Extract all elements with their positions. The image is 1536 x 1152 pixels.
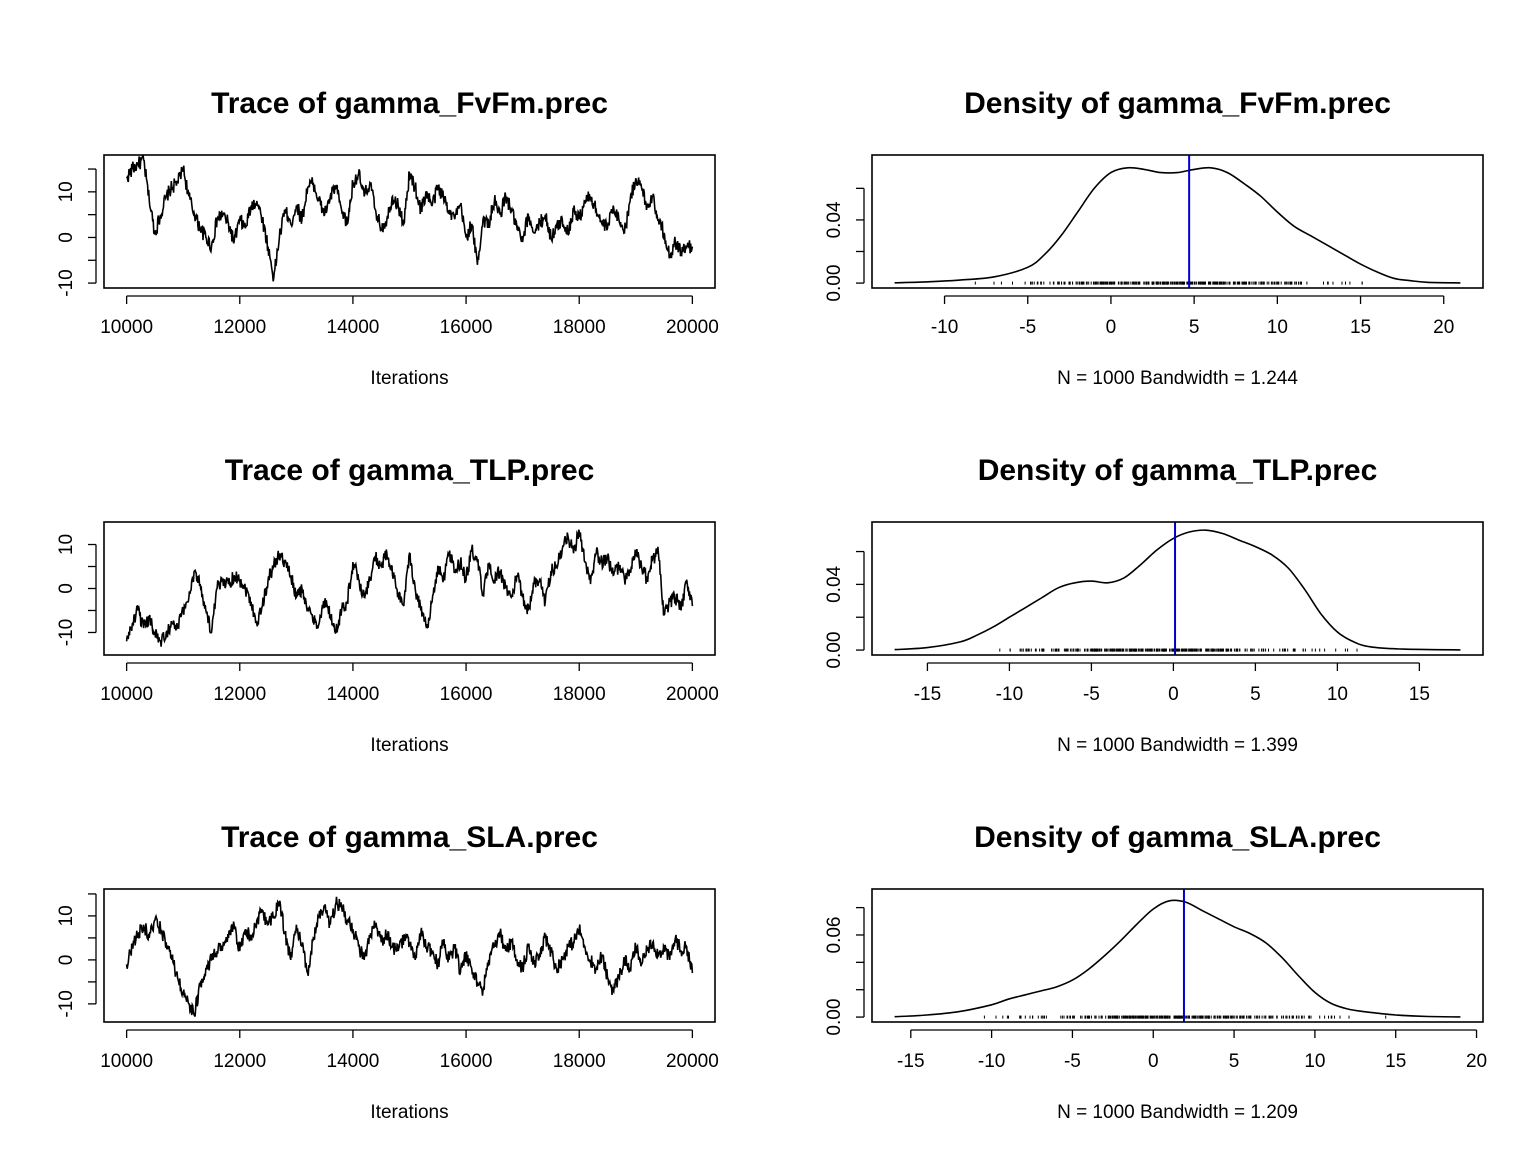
x-tick-label: -10 [996,684,1023,705]
x-tick-label: 10000 [100,317,153,338]
plot-area [127,897,693,1017]
y-tick-label: 0.00 [824,265,845,302]
x-tick-label: -5 [1064,1051,1081,1072]
x-tick-label: -15 [897,1051,924,1072]
density-curve [895,900,1461,1017]
x-tick-label: -5 [1083,684,1100,705]
y-tick-label: 0.04 [824,201,845,238]
x-tick-label: 0 [1106,317,1117,338]
x-tick-label: 20 [1433,317,1454,338]
x-tick-label: 15 [1350,317,1371,338]
rug [984,1016,1385,1019]
x-tick-label: 10 [1304,1051,1325,1072]
x-tick-label: 5 [1189,317,1200,338]
panel-title: Trace of gamma_SLA.prec [221,821,598,854]
density-curve [895,168,1461,283]
plot-area [895,889,1461,1022]
x-tick-label: 18000 [553,1051,606,1072]
x-tick-label: 10000 [100,1051,153,1072]
x-tick-label: 0 [1168,684,1179,705]
panel-title: Density of gamma_FvFm.prec [964,87,1391,120]
x-axis-label: N = 1000 Bandwidth = 1.244 [1057,368,1298,389]
y-tick-label: -10 [56,619,77,646]
x-tick-label: 10 [1327,684,1348,705]
plot-area [895,522,1461,655]
x-tick-label: 5 [1250,684,1261,705]
y-tick-label: 0 [56,583,77,594]
x-tick-label: 12000 [213,1051,266,1072]
plot-area [127,530,693,647]
x-tick-label: 18000 [553,684,606,705]
x-axis-label: N = 1000 Bandwidth = 1.399 [1057,735,1298,756]
panel-4: Density of gamma_TLP.prec -15 -10 -5 0 5 10 15 0… [824,454,1483,756]
y-tick-label: 0 [56,955,77,966]
x-tick-label: 14000 [327,684,380,705]
trace-line [127,530,693,647]
y-tick-label: 0.04 [824,565,845,602]
x-tick-label: 18000 [553,317,606,338]
x-tick-label: 12000 [213,684,266,705]
x-axis-label: N = 1000 Bandwidth = 1.209 [1057,1102,1298,1123]
x-tick-label: 20000 [666,684,719,705]
panel-6: Density of gamma_SLA.prec -15 -10 -5 0 5 10 15 2… [824,821,1487,1123]
x-tick-label: 14000 [327,317,380,338]
y-tick-label: 0.06 [824,916,845,953]
y-tick-label: 10 [56,181,77,202]
x-tick-label: -15 [914,684,941,705]
x-tick-label: -5 [1019,317,1036,338]
x-tick-label: 12000 [213,317,266,338]
x-tick-label: 10 [1267,317,1288,338]
y-tick-label: -10 [56,990,77,1017]
x-tick-label: -10 [978,1051,1005,1072]
x-tick-label: 16000 [440,1051,493,1072]
plot-frame [872,522,1483,655]
panel-1: Trace of gamma_FvFm.prec 10000 12000 14000 1… [56,87,719,389]
panel-title: Trace of gamma_TLP.prec [225,454,595,487]
x-axis-label: Iterations [370,368,448,389]
y-tick-label: -10 [56,269,77,296]
panel-2: Density of gamma_FvFm.prec -10 -5 0 5 10 15 20 0… [824,87,1483,389]
x-tick-label: 0 [1148,1051,1159,1072]
trace-line [127,897,693,1017]
y-tick-label: 10 [56,905,77,926]
density-curve [895,530,1461,650]
y-tick-label: 0.00 [824,999,845,1036]
x-tick-label: 16000 [440,317,493,338]
y-tick-label: 0 [56,232,77,243]
panel-title: Density of gamma_TLP.prec [978,454,1378,487]
rug [975,282,1362,285]
y-tick-label: 0.00 [824,632,845,669]
panel-3: Trace of gamma_TLP.prec 10000 12000 14000 16… [56,454,719,756]
x-tick-label: 20 [1466,1051,1487,1072]
rug [1000,649,1357,652]
plot-frame [104,522,715,655]
y-tick-label: 10 [56,534,77,555]
x-tick-label: 14000 [327,1051,380,1072]
panel-title: Trace of gamma_FvFm.prec [211,87,608,120]
plot-area [895,155,1461,288]
plot-frame [872,155,1483,288]
plot-area [127,154,693,282]
x-tick-label: -10 [931,317,958,338]
x-tick-label: 5 [1229,1051,1240,1072]
x-axis-label: Iterations [370,1102,448,1123]
plot-frame [872,889,1483,1022]
trace-line [127,154,693,282]
x-tick-label: 10000 [100,684,153,705]
x-tick-label: 15 [1385,1051,1406,1072]
panel-5: Trace of gamma_SLA.prec 10000 12000 14000 16… [56,821,719,1123]
x-tick-label: 20000 [666,1051,719,1072]
panel-title: Density of gamma_SLA.prec [974,821,1381,854]
x-tick-label: 15 [1409,684,1430,705]
x-tick-label: 20000 [666,317,719,338]
x-axis-label: Iterations [370,735,448,756]
x-tick-label: 16000 [440,684,493,705]
